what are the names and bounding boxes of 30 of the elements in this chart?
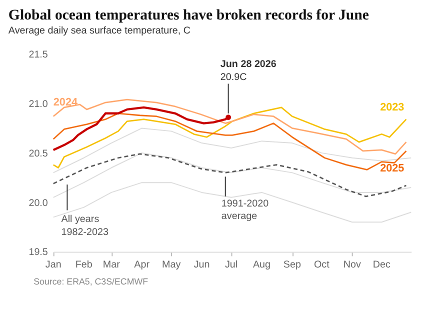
chart-title: Global ocean temperatures have broken records for June bbox=[8, 8, 370, 24]
series-label: 2024 bbox=[53, 96, 78, 108]
x-tick-label: Feb bbox=[75, 260, 93, 271]
x-tick-label: Oct bbox=[314, 260, 330, 271]
y-tick-label: 21.0 bbox=[28, 98, 48, 110]
annotation: Jun 28 2026 20.9C bbox=[220, 58, 277, 83]
x-tick-label: Mar bbox=[102, 260, 121, 271]
x-tick-label: May bbox=[162, 260, 181, 271]
y-tick-label: 20.5 bbox=[28, 148, 48, 160]
x-tick-label: Jul bbox=[224, 260, 238, 271]
source-note: Source: ERA5, C3S/ECMWF bbox=[34, 276, 149, 286]
x-tick-label: Aug bbox=[252, 260, 271, 271]
annotation: 1991-2020 average bbox=[221, 198, 270, 222]
line-series bbox=[52, 106, 230, 152]
x-tick-label: Nov bbox=[343, 260, 361, 271]
x-tick-label: Apr bbox=[134, 260, 150, 271]
x-tick-label: Dec bbox=[372, 260, 390, 271]
x-tick-label: Jun bbox=[194, 260, 210, 271]
line-series bbox=[52, 98, 407, 155]
chart-subtitle: Average daily sea surface temperature, C bbox=[8, 25, 190, 36]
y-tick-label: 20.0 bbox=[28, 198, 48, 209]
y-tick-label: 19.5 bbox=[28, 247, 48, 258]
line-series bbox=[52, 182, 412, 223]
series-label: 2025 bbox=[380, 162, 404, 175]
annotation: All years 1982-2023 bbox=[61, 214, 110, 238]
x-tick-label: Sep bbox=[283, 260, 302, 271]
series-label: 2023 bbox=[380, 101, 404, 114]
y-tick-label: 21.5 bbox=[28, 50, 48, 61]
x-tick-label: Jan bbox=[45, 260, 62, 271]
line-series bbox=[52, 128, 412, 174]
